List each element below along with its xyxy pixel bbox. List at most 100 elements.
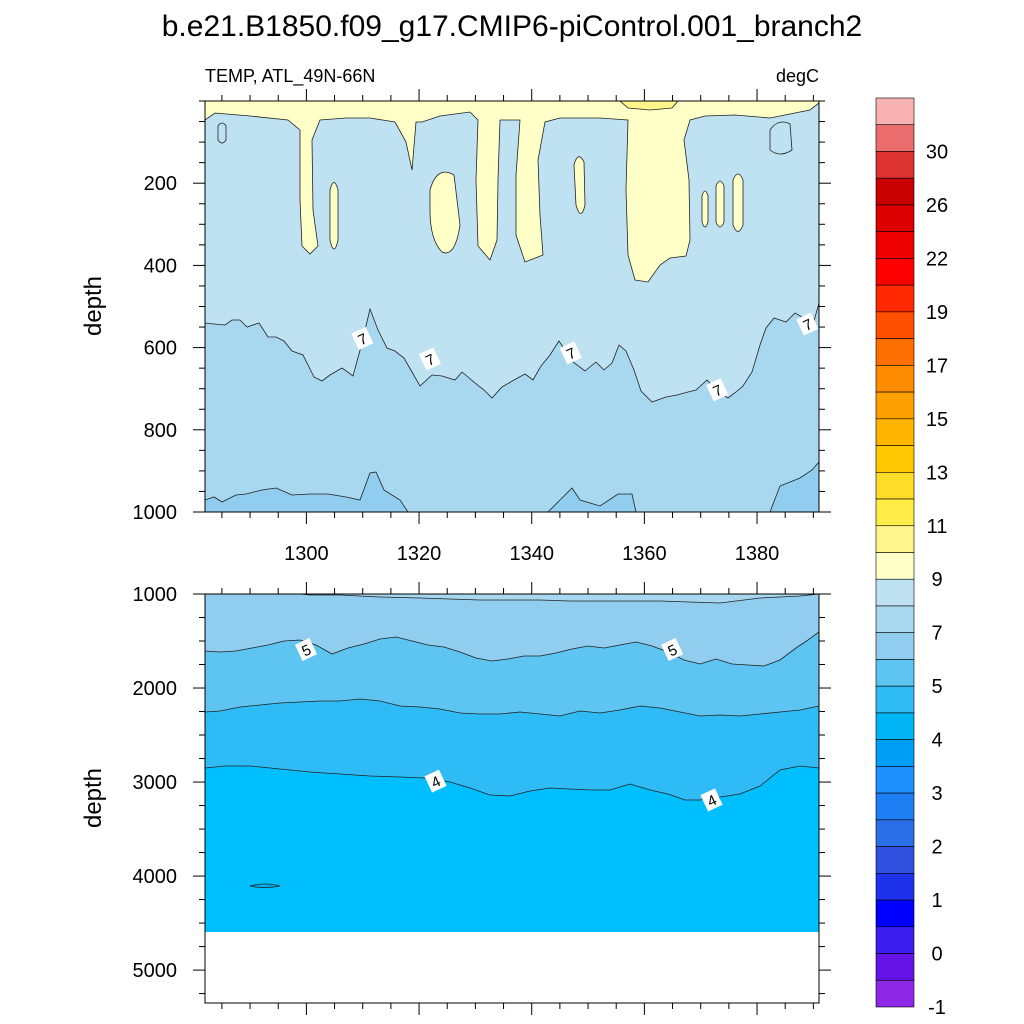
upper-ytick-label: 800 <box>144 420 177 442</box>
upper-ytick-label: 200 <box>144 173 177 195</box>
colorbar-swatch <box>875 739 915 767</box>
upper-island-1 <box>329 182 339 250</box>
colorbar-swatch <box>875 659 915 687</box>
colorbar-swatch <box>875 365 915 393</box>
colorbar-label: 2 <box>931 837 942 859</box>
contour-label-bg <box>700 788 723 812</box>
colorbar-swatch <box>875 578 915 607</box>
colorbar-swatch <box>875 498 915 527</box>
lower-band-6-7 <box>205 594 819 604</box>
colorbar-swatch <box>875 792 915 821</box>
upper-island-5 <box>715 180 725 228</box>
lower-ytick-label: 4000 <box>133 866 178 888</box>
upper-contour-label: 7 <box>418 347 441 371</box>
colorbar-swatch <box>875 338 915 366</box>
colorbar-swatch <box>875 926 915 954</box>
contour-label-bg <box>796 312 819 336</box>
colorbar-swatch <box>875 311 915 339</box>
x-tick-label: 1340 <box>509 543 554 565</box>
colorbar-swatch <box>875 873 915 901</box>
colorbar-label: 11 <box>927 516 948 538</box>
lower-ytick-label: 2000 <box>133 678 178 700</box>
lower-ylabel: depth <box>80 768 107 828</box>
lower-ticks: 1000 2000 3000 4000 5000 <box>133 582 831 1015</box>
colorbar-swatch <box>875 899 915 928</box>
upper-blue-intrusion <box>769 121 793 155</box>
colorbar-label: 17 <box>926 355 948 377</box>
lower-ytick-label: 1000 <box>133 584 178 606</box>
colorbar-label: 15 <box>926 409 948 431</box>
colorbar-label: 13 <box>926 462 948 484</box>
colorbar-swatch <box>875 979 915 1008</box>
upper-contour-label: 7 <box>796 312 819 336</box>
seafloor-mask <box>205 932 819 1003</box>
contour-label-bg <box>706 378 729 402</box>
upper-patch-deep <box>205 471 409 512</box>
colorbar-label: 30 <box>926 141 948 163</box>
colorbar-label: 0 <box>931 944 942 966</box>
colorbar-swatch <box>875 258 915 286</box>
lower-cold-eddy <box>249 883 281 888</box>
colorbar-swatch <box>875 177 915 206</box>
colorbar-swatch <box>875 284 915 313</box>
colorbar-label: 7 <box>931 623 942 645</box>
upper-band-8-9 <box>205 101 819 283</box>
colorbar-label: 4 <box>931 730 942 752</box>
upper-contour-label: 7 <box>559 341 582 365</box>
upper-contour-label: 7 <box>706 378 729 402</box>
x-tick-label: 1300 <box>284 543 329 565</box>
colorbar-swatch <box>875 445 915 473</box>
colorbar-swatch <box>875 231 915 259</box>
colorbar-label: 19 <box>926 302 948 324</box>
variable-label: TEMP, ATL_49N-66N <box>205 66 375 87</box>
colorbar-label: -1 <box>928 997 946 1019</box>
colorbar-label: 1 <box>931 890 942 912</box>
upper-ytick-label: 600 <box>144 338 177 360</box>
upper-contour-label: 7 <box>351 326 374 351</box>
colorbar-swatch <box>875 124 915 152</box>
upper-panel: 200 400 600 800 1000 depth 7 7 7 7 7 <box>80 89 831 524</box>
chart-title: b.e21.B1850.f09_g17.CMIP6-piControl.001_… <box>162 10 863 43</box>
colorbar-label: 3 <box>931 783 942 805</box>
colorbar-label: 22 <box>926 248 948 270</box>
upper-island-6 <box>732 173 744 232</box>
colorbar-swatch <box>875 632 915 660</box>
lower-contour-label: 4 <box>424 769 447 793</box>
colorbar-swatch <box>875 204 915 232</box>
upper-blue-intrusion-2 <box>217 122 227 144</box>
upper-ytick-label: 1000 <box>133 502 178 524</box>
upper-ylabel: depth <box>80 276 107 336</box>
upper-band-9-11 <box>619 101 679 111</box>
colorbar-label: 5 <box>931 676 942 698</box>
contour-label-bg <box>418 347 441 371</box>
colorbar-label: 9 <box>931 569 942 591</box>
x-tick-labels: 1300 1320 1340 1360 1380 <box>284 543 779 565</box>
x-tick-label: 1380 <box>735 543 780 565</box>
upper-island-2 <box>429 171 461 254</box>
colorbar-swatch <box>875 605 915 634</box>
upper-ticks: 200 400 600 800 1000 <box>133 89 831 524</box>
contour-label-bg <box>559 341 582 365</box>
lower-contour-labels: 5 5 4 4 <box>294 637 723 812</box>
upper-ytick-label: 400 <box>144 255 177 277</box>
upper-patch-deep-2 <box>547 487 637 512</box>
colorbar-swatch <box>875 846 915 874</box>
lower-ytick-label: 3000 <box>133 772 178 794</box>
x-tick-label: 1320 <box>397 543 442 565</box>
upper-island-3 <box>573 156 586 214</box>
upper-contour-labels: 7 7 7 7 7 <box>351 312 819 402</box>
colorbar-label: 26 <box>926 195 948 217</box>
upper-island-4 <box>701 190 709 228</box>
contour-label-bg <box>424 769 447 793</box>
lower-panel: 1000 2000 3000 4000 5000 depth 5 5 4 4 <box>80 582 831 1015</box>
colorbar-swatch <box>875 685 915 714</box>
colorbar-swatch <box>875 552 915 580</box>
lower-ytick-label: 5000 <box>133 960 178 982</box>
upper-patch-deep-3 <box>769 461 819 512</box>
colorbar-swatch <box>875 525 915 553</box>
colorbar-swatch <box>875 712 915 740</box>
colorbar-swatch <box>875 766 915 794</box>
x-tick-label: 1360 <box>622 543 667 565</box>
